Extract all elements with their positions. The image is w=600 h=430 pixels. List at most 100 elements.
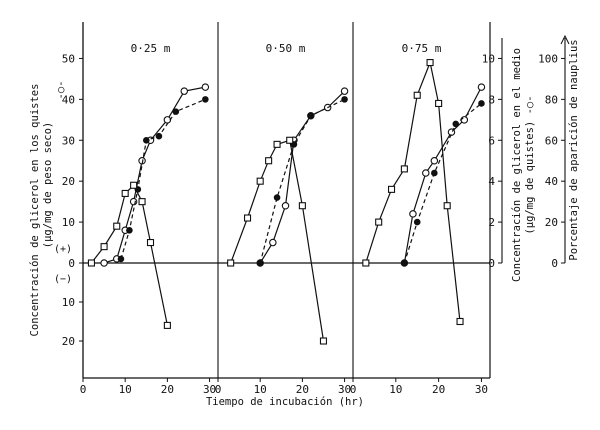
x-axis-tick-label: 20 xyxy=(432,383,445,396)
series-line-open-square xyxy=(90,184,168,326)
data-point-open-square xyxy=(227,259,235,267)
data-point-filled-circle xyxy=(155,132,163,140)
right-axis-tick-label: 40 xyxy=(545,175,558,188)
data-point-filled-circle xyxy=(256,259,264,267)
series-line-open-square xyxy=(230,139,325,342)
x-axis-tick-label: 30 xyxy=(338,383,351,396)
middle-axis-title-line1: Concentración de glicerol en el medio xyxy=(511,48,523,282)
middle-axis-tick-label: 6 xyxy=(488,134,495,147)
data-point-open-square xyxy=(413,91,421,99)
data-point-open-square xyxy=(256,177,264,185)
data-point-open-circle xyxy=(201,83,210,91)
data-point-open-square xyxy=(375,218,383,226)
left-axis-marker-label: -○- xyxy=(55,81,67,100)
data-point-open-circle xyxy=(460,116,469,124)
x-axis-tick-label: 10 xyxy=(254,383,267,396)
x-axis-tick-label: 20 xyxy=(296,383,309,396)
left-axis-tick-label: 50 xyxy=(62,52,75,65)
data-point-filled-circle xyxy=(452,120,460,128)
x-axis-tick-label: 0 xyxy=(350,383,357,396)
data-point-open-circle xyxy=(180,87,189,95)
left-axis-tick-label: 20 xyxy=(62,175,75,188)
data-point-filled-circle xyxy=(341,96,348,103)
data-point-open-circle xyxy=(100,259,108,267)
right-axis-title: Porcentaje de aparición de nauplius xyxy=(568,39,580,260)
data-point-open-square xyxy=(273,140,281,148)
left-axis-title-line2: (µg/mg de peso seco) xyxy=(42,122,54,248)
data-point-open-square xyxy=(456,317,464,326)
series-line-open-circle xyxy=(259,90,346,264)
data-point-open-square xyxy=(387,185,396,193)
data-point-open-circle xyxy=(281,201,290,210)
positive-sign-label: (+) xyxy=(54,244,72,255)
x-axis-tick-label: 30 xyxy=(475,383,488,396)
data-point-filled-circle xyxy=(172,108,180,115)
middle-axis-tick-label: 4 xyxy=(488,175,495,188)
data-point-filled-circle xyxy=(273,194,281,201)
panel-title: 0·75 m xyxy=(402,42,442,55)
middle-axis-tick-label: 8 xyxy=(488,93,495,106)
data-point-open-square xyxy=(286,136,294,144)
series-line-open-circle xyxy=(403,86,482,264)
data-point-open-circle xyxy=(422,169,430,177)
data-point-open-square xyxy=(362,259,370,267)
data-point-open-square xyxy=(100,243,108,251)
data-point-open-square xyxy=(298,202,306,210)
middle-axis-title-line2: (µg/mg de quistes) -○- xyxy=(524,95,536,234)
data-point-open-square xyxy=(163,321,171,329)
left-axis-lower-tick-label: 20 xyxy=(62,335,75,348)
data-point-open-square xyxy=(138,198,146,206)
left-axis-tick-label: 30 xyxy=(62,134,75,147)
panel-title: 0·50 m xyxy=(266,42,306,55)
left-axis-tick-label: 0 xyxy=(68,257,75,270)
data-point-open-circle xyxy=(340,87,349,95)
data-point-open-square xyxy=(400,165,408,173)
middle-axis-tick-label: 0 xyxy=(488,257,495,270)
right-axis-tick-label: 0 xyxy=(551,257,558,270)
data-point-filled-circle xyxy=(142,136,150,144)
x-axis-tick-label: 0 xyxy=(215,383,222,396)
data-point-open-square xyxy=(319,337,328,345)
data-point-open-square xyxy=(146,238,155,247)
left-axis-tick-label: 10 xyxy=(62,216,75,229)
series-line-open-square xyxy=(365,60,461,322)
data-point-filled-circle xyxy=(401,259,408,267)
data-point-filled-circle xyxy=(478,100,485,107)
right-axis-tick-label: 80 xyxy=(545,93,558,106)
data-point-filled-circle xyxy=(413,218,421,226)
x-axis-tick-label: 20 xyxy=(161,383,174,396)
x-axis-tick-label: 30 xyxy=(203,383,216,396)
data-point-open-circle xyxy=(430,156,439,165)
data-point-filled-circle xyxy=(126,226,133,234)
data-point-open-square xyxy=(426,58,434,67)
x-axis-tick-label: 10 xyxy=(119,383,132,396)
data-point-open-square xyxy=(113,222,121,230)
series-line-open-circle xyxy=(103,86,206,264)
data-point-open-circle xyxy=(138,156,146,165)
left-axis-lower-tick-label: 10 xyxy=(62,296,75,309)
data-point-open-square xyxy=(443,202,451,210)
data-point-open-square xyxy=(87,259,95,267)
data-point-open-square xyxy=(435,99,443,108)
panel-1: 0·25 m 0 10 20 30 xyxy=(80,42,217,396)
x-axis-tick-label: 10 xyxy=(389,383,402,396)
right-axis-tick-label: 20 xyxy=(545,216,558,229)
series-line-filled-circle xyxy=(403,103,482,264)
left-axis-title-line1: Concentración de glicerol en los quistes xyxy=(29,84,41,337)
data-point-open-circle xyxy=(477,83,486,91)
panel-2: 0·50 m 0 10 20 30 xyxy=(215,42,352,396)
panel-3: 0·75 m 0 10 20 30 xyxy=(350,42,488,396)
data-point-filled-circle xyxy=(307,112,315,120)
series-line-filled-circle xyxy=(120,98,206,260)
data-point-open-circle xyxy=(409,210,417,218)
data-point-open-square xyxy=(130,181,138,189)
data-point-filled-circle xyxy=(431,169,438,177)
right-axis-tick-label: 100 xyxy=(538,52,558,65)
panels-layer: 0·25 m 0 10 20 30 0·50 m 0 10 20 30 0·75 m 0 10 20 30 xyxy=(80,42,488,396)
data-point-filled-circle xyxy=(117,255,125,263)
right-axis-arrow xyxy=(560,34,570,45)
data-point-open-square xyxy=(243,214,252,222)
middle-axis-tick-label: 2 xyxy=(488,216,495,229)
